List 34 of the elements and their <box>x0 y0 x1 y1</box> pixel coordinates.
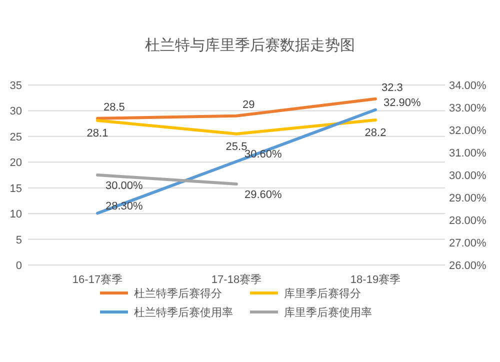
legend-label: 库里季后赛得分 <box>284 287 361 300</box>
chart-title: 杜兰特与库里季后赛数据走势图 <box>145 37 355 54</box>
data-label: 28.1 <box>86 127 108 140</box>
x-tick-label: 17-18赛季 <box>211 273 262 286</box>
data-label: 28.2 <box>364 126 386 139</box>
y-tick-label: 20 <box>10 157 22 170</box>
data-label: 29.60% <box>244 189 282 201</box>
y2-tick-label: 27.00% <box>449 238 487 250</box>
y-tick-label: 10 <box>10 208 22 221</box>
y2-tick-label: 31.00% <box>449 148 487 160</box>
y2-tick-label: 29.00% <box>449 192 487 204</box>
data-label: 29 <box>242 98 255 111</box>
data-label: 25.5 <box>226 140 248 153</box>
y2-tick-label: 34.00% <box>449 80 487 92</box>
y2-tick-label: 30.00% <box>449 170 487 182</box>
y2-tick-label: 26.00% <box>449 260 487 272</box>
data-label: 32.90% <box>384 96 422 109</box>
y-tick-label: 30 <box>10 106 22 118</box>
y-tick-label: 25 <box>10 131 22 144</box>
data-label: 32.3 <box>382 82 403 94</box>
y-tick-label: 15 <box>10 182 22 195</box>
y2-tick-label: 32.00% <box>449 125 487 137</box>
x-tick-label: 18-19赛季 <box>350 273 401 286</box>
legend-label: 杜兰特季后赛使用率 <box>134 306 233 319</box>
y2-tick-label: 28.00% <box>449 215 487 227</box>
data-label: 28.5 <box>104 101 125 114</box>
y-tick-label: 5 <box>16 234 22 246</box>
legend-label: 杜兰特季后赛得分 <box>134 287 222 300</box>
y-tick-label: 35 <box>10 80 22 92</box>
x-tick-label: 16-17赛季 <box>72 273 123 286</box>
y2-tick-label: 33.00% <box>449 102 487 114</box>
y-tick-label: 0 <box>16 260 22 272</box>
data-label: 30.00% <box>106 180 144 192</box>
legend-label: 库里季后赛使用率 <box>284 306 372 319</box>
